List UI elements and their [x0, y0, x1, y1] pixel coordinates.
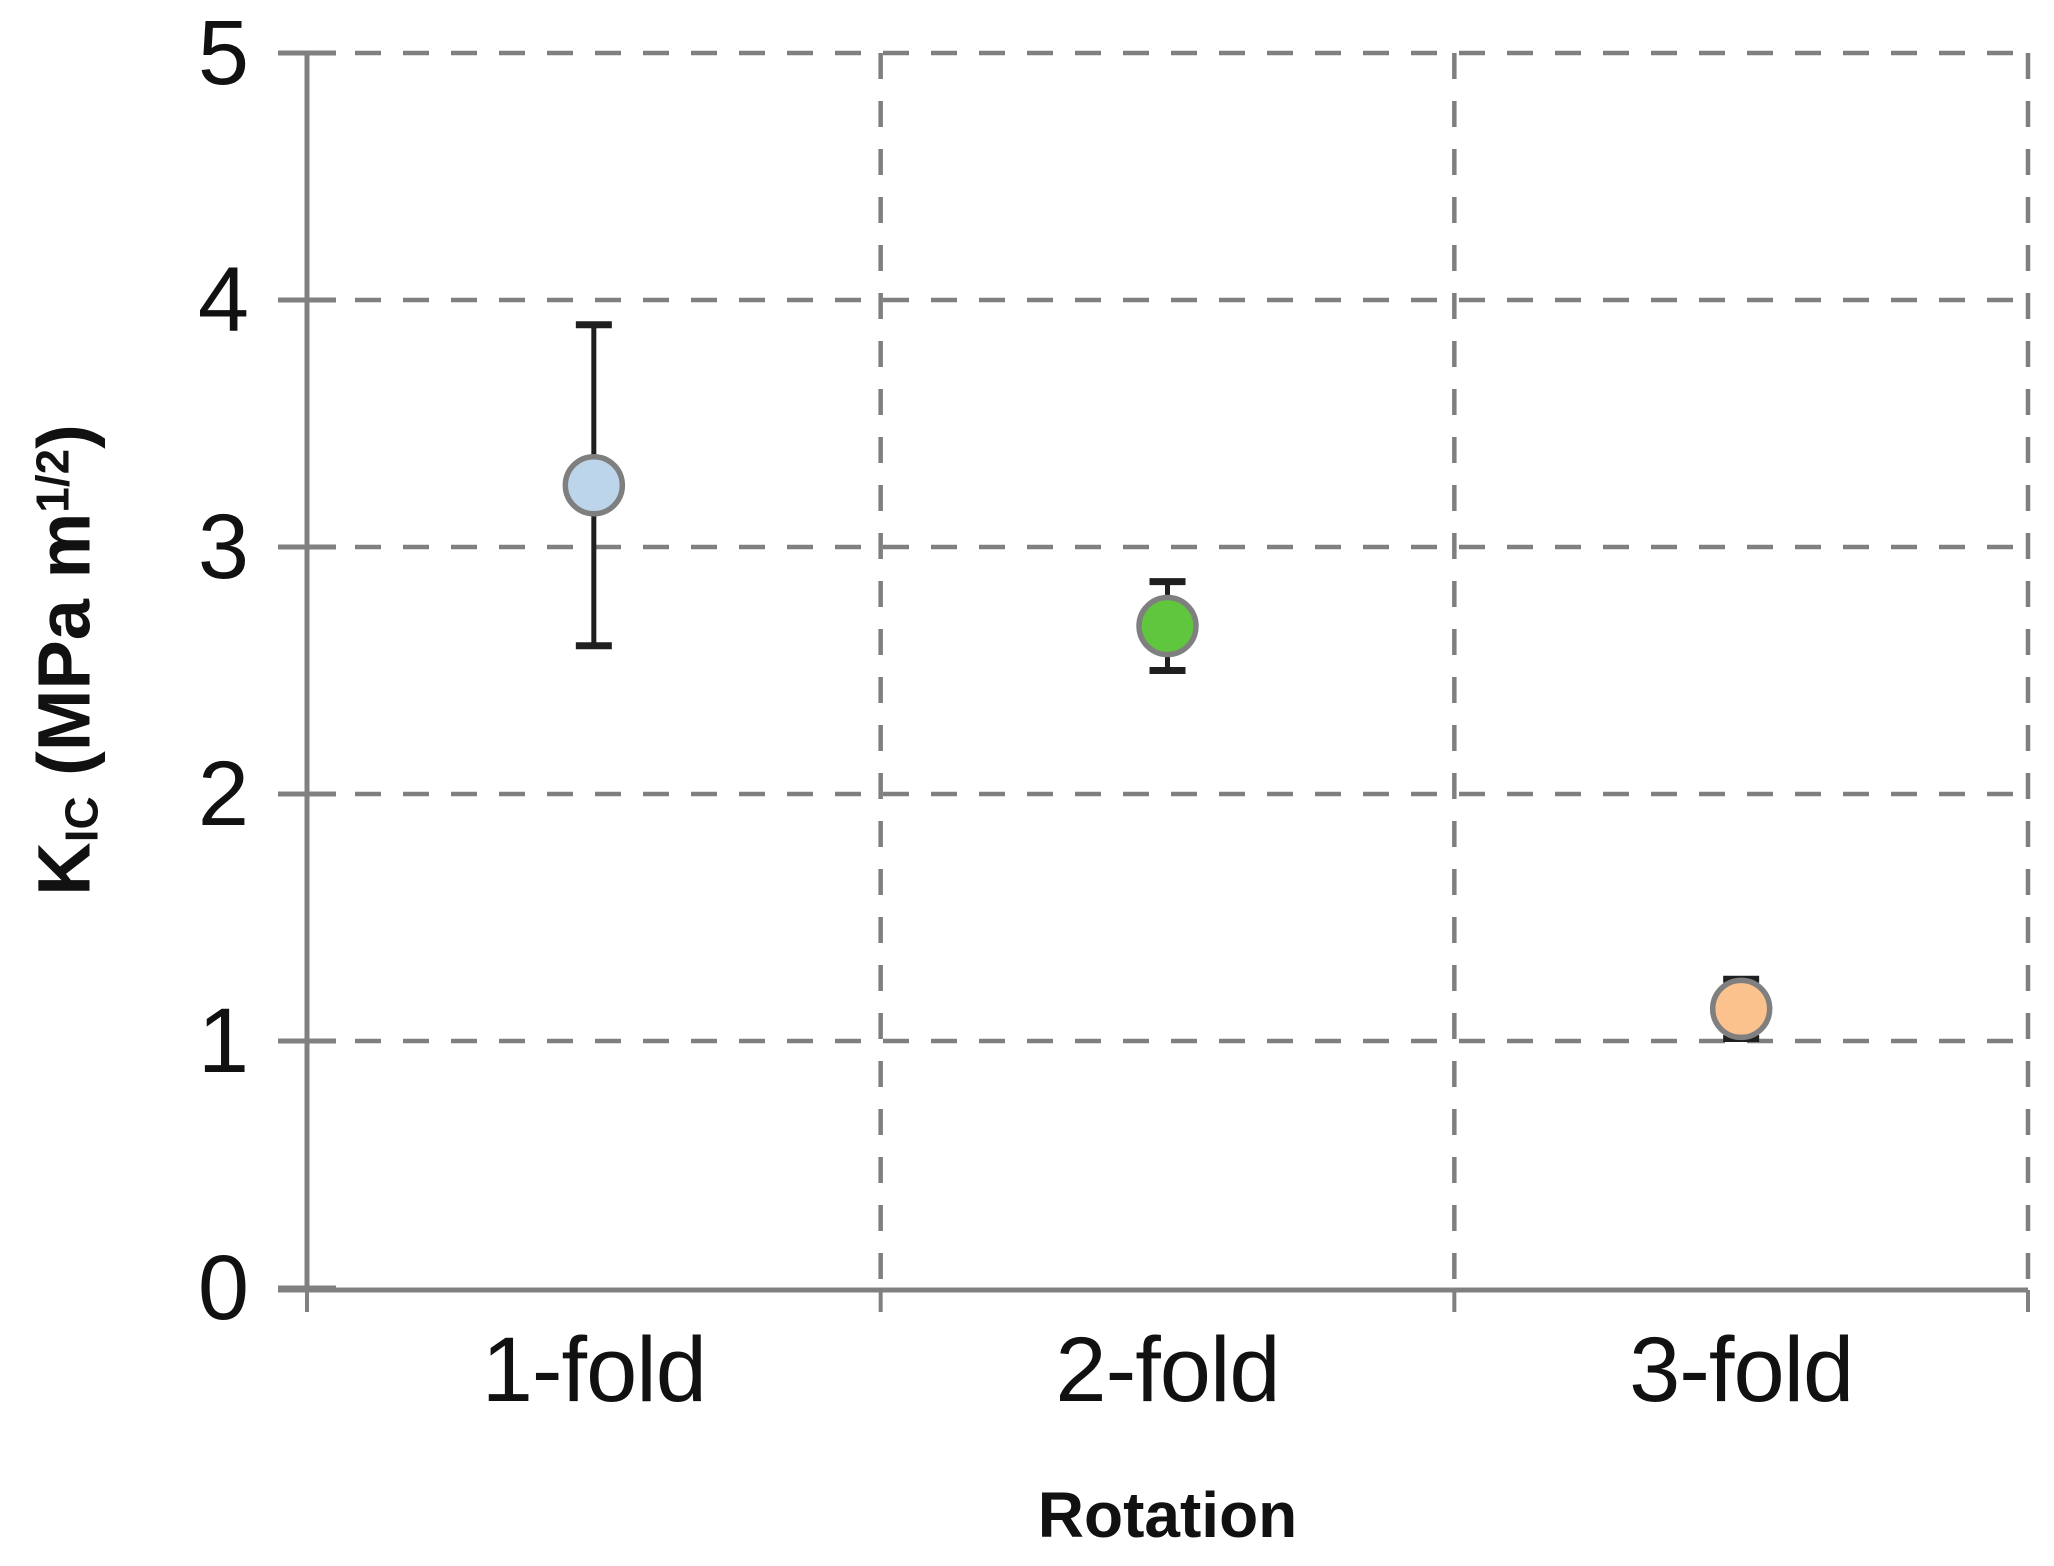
data-point-3-fold [1709, 977, 1773, 1041]
y-axis-title: KIC (MPa m1/2) [22, 424, 108, 896]
y-tick-label-1: 1 [197, 990, 249, 1092]
x-category-label-2-fold: 2-fold [1055, 1319, 1280, 1421]
y-axis-symbol-subscript: IC [55, 796, 108, 843]
y-tick-label-0: 0 [197, 1237, 249, 1339]
y-axis-unit-post: ) [22, 424, 106, 449]
y-tick-label-2: 2 [197, 743, 249, 845]
y-axis-symbol: K [22, 842, 106, 896]
data-point-1-fold [562, 454, 626, 517]
error-bars [575, 321, 1760, 1043]
y-tick-label-4: 4 [197, 249, 249, 351]
gridlines [307, 50, 2031, 1290]
data-markers [562, 454, 1773, 1041]
data-point-2-fold [1136, 594, 1199, 658]
y-axis-unit-pre: (MPa m [22, 512, 106, 797]
x-category-label-1-fold: 1-fold [481, 1319, 707, 1421]
y-axis-unit-exponent: 1/2 [26, 448, 79, 513]
y-tick-label-5: 5 [197, 2, 249, 104]
y-tick-label-3: 3 [197, 496, 249, 598]
x-category-label-3-fold: 3-fold [1629, 1319, 1854, 1421]
axes [278, 50, 2030, 1312]
x-axis-title: Rotation [1037, 1479, 1298, 1551]
